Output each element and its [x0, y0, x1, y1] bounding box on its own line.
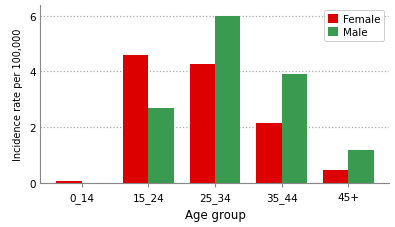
Bar: [215, 17, 240, 183]
Bar: [323, 170, 348, 183]
Legend: Female, Male: Female, Male: [324, 11, 384, 42]
Bar: [56, 181, 82, 183]
X-axis label: Age group: Age group: [184, 209, 245, 222]
Bar: [348, 150, 374, 183]
Bar: [282, 75, 307, 183]
Bar: [123, 55, 149, 183]
Bar: [149, 108, 174, 183]
Bar: [190, 65, 215, 183]
Bar: [256, 123, 282, 183]
Y-axis label: Incidence rate per 100,000: Incidence rate per 100,000: [13, 28, 23, 160]
